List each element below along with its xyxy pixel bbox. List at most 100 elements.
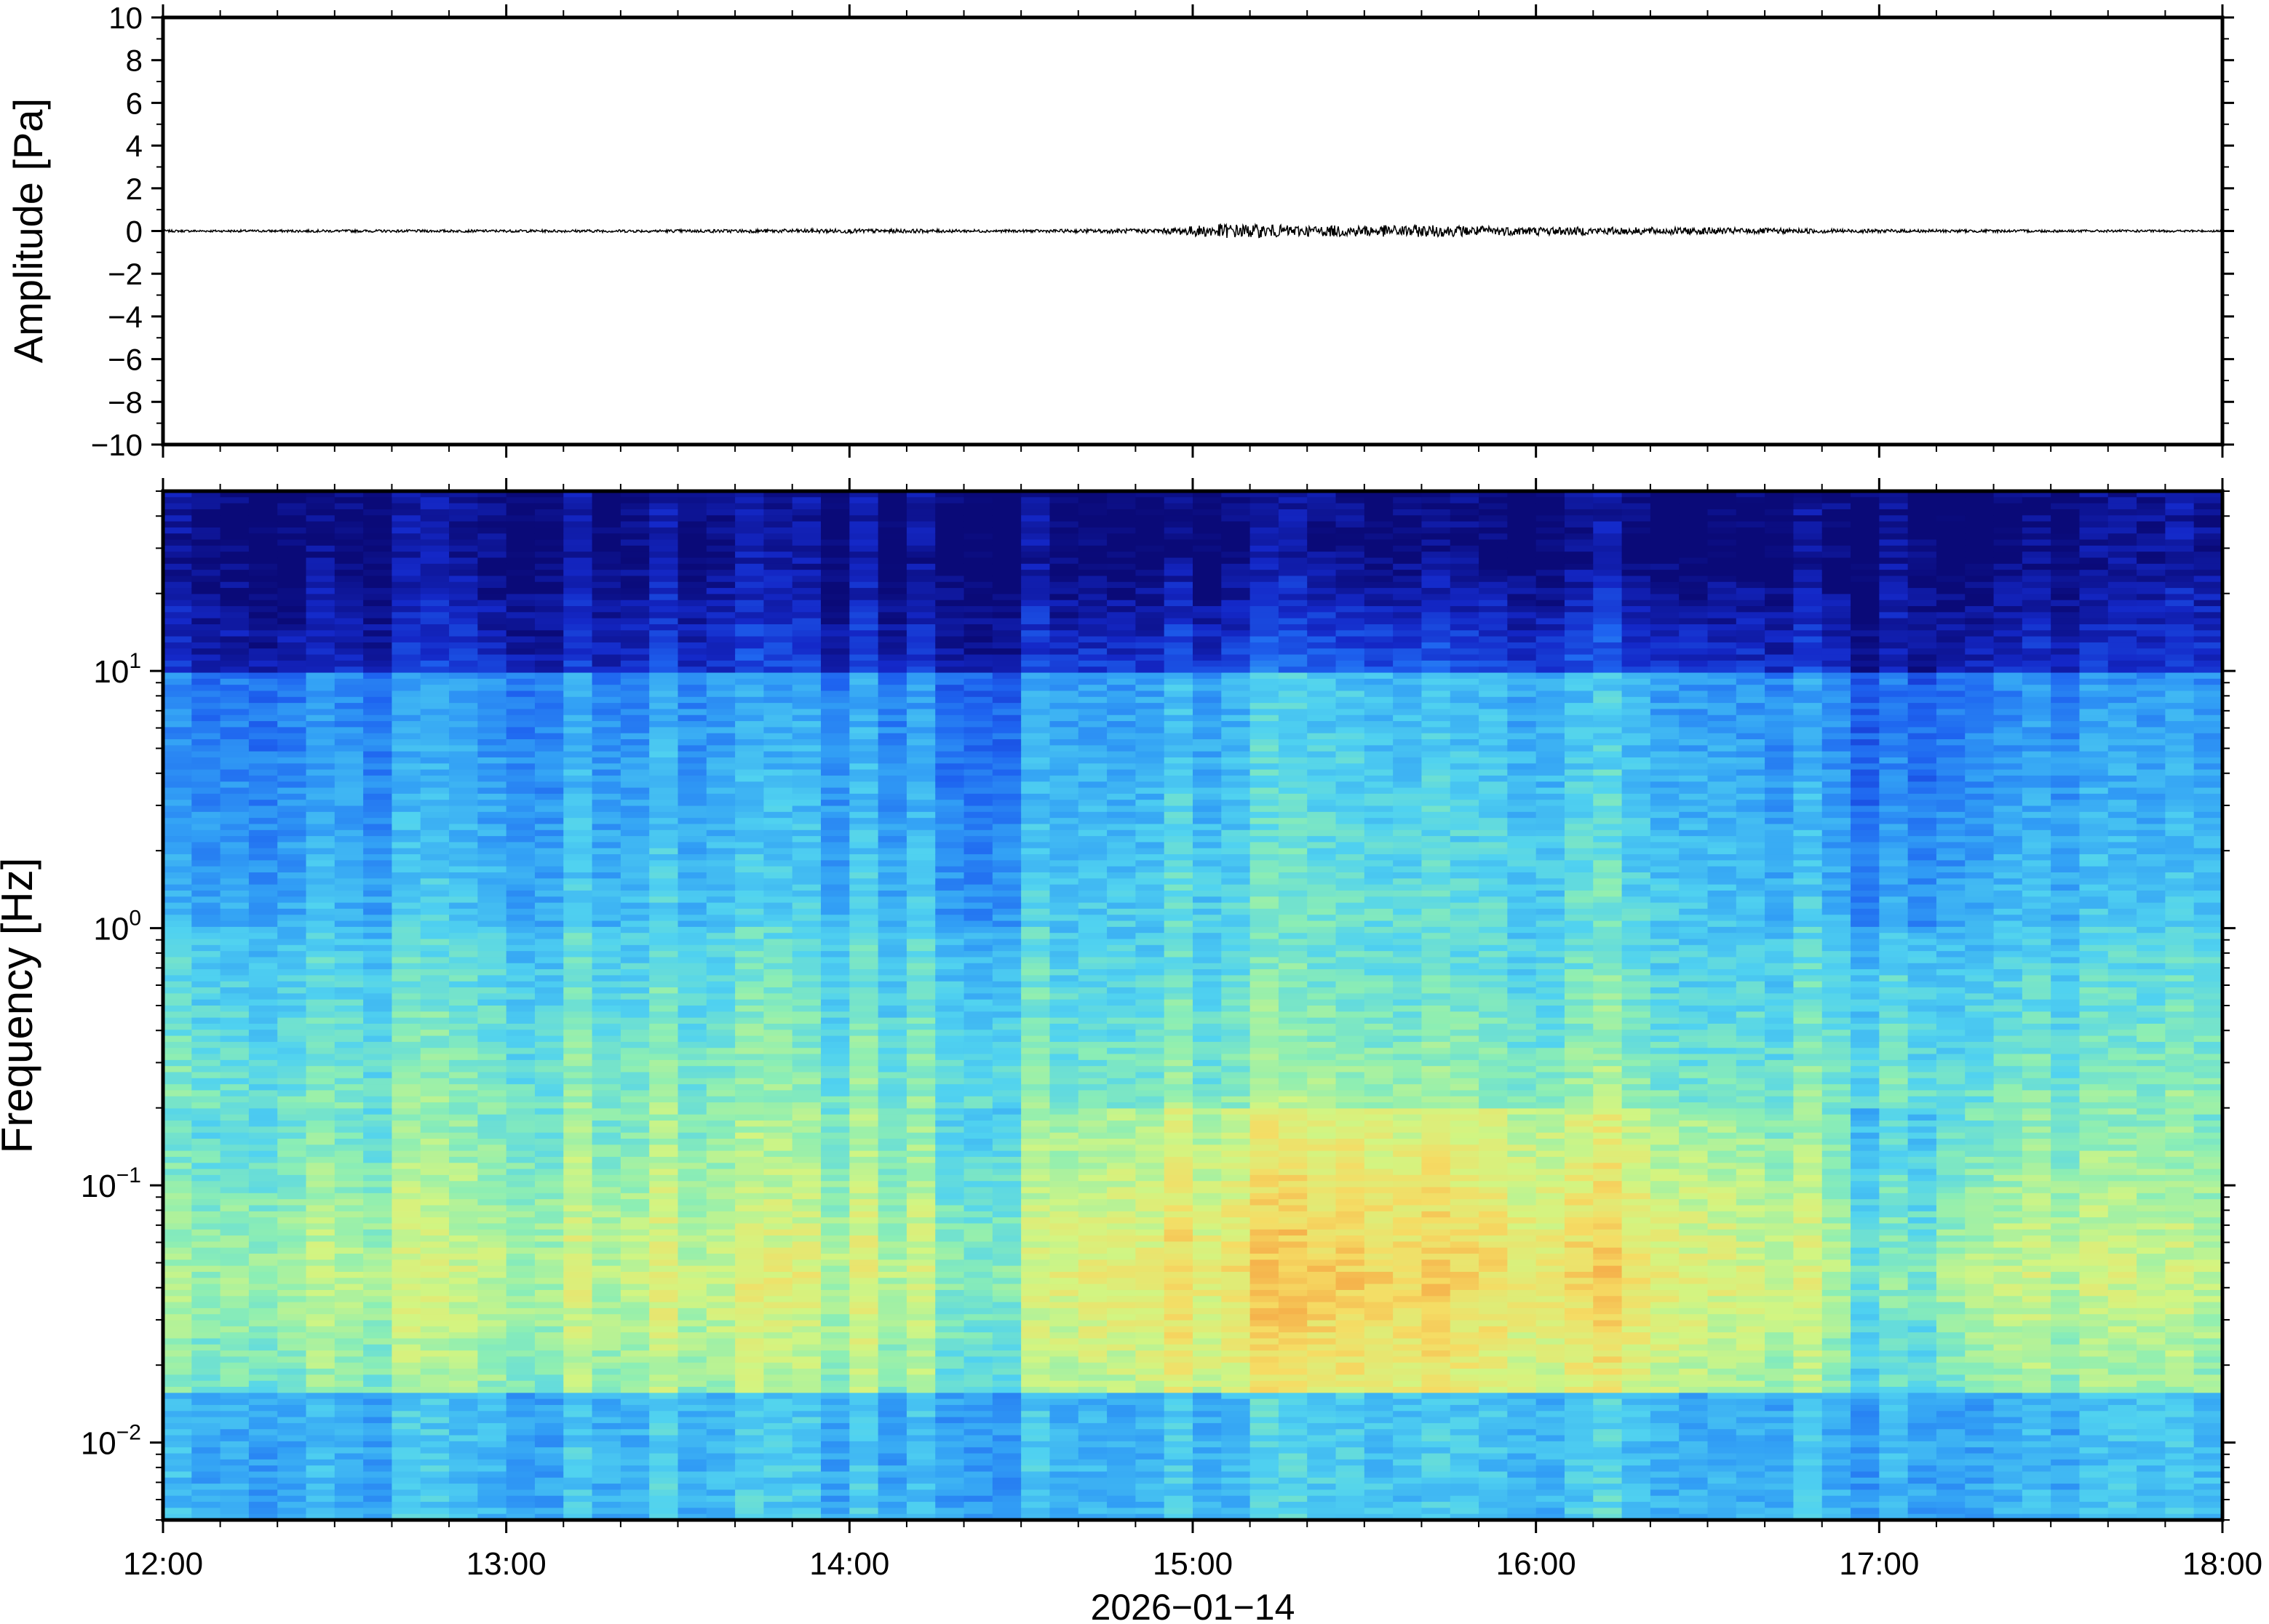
spectrogram-cell (792, 1205, 822, 1212)
spectrogram-cell (392, 600, 421, 607)
spectrogram-cell (620, 975, 650, 982)
spectrogram-cell (191, 902, 221, 909)
spectrogram-cell (706, 581, 736, 589)
spectrogram-cell (449, 944, 478, 952)
spectrogram-cell (191, 545, 221, 552)
spectrogram-cell (534, 521, 564, 528)
spectrogram-cell (334, 1102, 364, 1109)
spectrogram-cell (334, 1398, 364, 1406)
spectrogram-cell (906, 800, 936, 807)
spectrogram-cell (248, 739, 278, 746)
spectrogram-cell (677, 854, 707, 861)
spectrogram-cell (763, 1169, 793, 1176)
spectrogram-cell (849, 1193, 879, 1200)
spectrogram-cell (821, 1048, 850, 1055)
spectrogram-cell (277, 805, 307, 813)
spectrogram-cell (420, 1090, 450, 1097)
spectrogram-cell (477, 1235, 507, 1242)
spectrogram-cell (592, 1374, 621, 1382)
spectrogram-cell (363, 811, 393, 819)
spectrogram-cell (248, 987, 278, 994)
spectrogram-cell (277, 618, 307, 625)
spectrogram-cell (878, 1338, 907, 1345)
spectrogram-cell (792, 721, 822, 728)
spectrogram-cell (563, 642, 593, 649)
spectrogram-cell (849, 1138, 879, 1145)
spectrogram-cell (191, 890, 221, 897)
spectrogram-cell (449, 1126, 478, 1134)
spectrogram-cell (306, 1393, 335, 1400)
spectrogram-cell (420, 939, 450, 946)
spectrogram-cell (534, 624, 564, 631)
spectrogram-cell (735, 987, 765, 994)
spectrogram-cell (392, 969, 421, 976)
spectrogram-cell (334, 1187, 364, 1194)
spectrogram-cell (334, 696, 364, 704)
spectrogram-cell (849, 509, 879, 516)
spectrogram-cell (563, 836, 593, 843)
spectrogram-cell (706, 1422, 736, 1430)
spectrogram-cell (277, 781, 307, 789)
spectrogram-cell (534, 1362, 564, 1369)
spectrogram-cell (477, 1435, 507, 1442)
spectrogram-cell (248, 606, 278, 613)
spectrogram-cell (277, 1169, 307, 1176)
spectrogram-cell (649, 769, 679, 776)
spectrogram-cell (963, 854, 993, 861)
spectrogram-cell (420, 576, 450, 583)
spectrogram-cell (792, 1156, 822, 1163)
spectrogram-cell (935, 805, 965, 813)
spectrogram-cell (763, 1453, 793, 1460)
spectrogram-cell (592, 933, 621, 940)
spectrogram-cell (163, 805, 192, 813)
spectrogram-cell (592, 1114, 621, 1121)
spectrogram-cell (306, 727, 335, 734)
spectrogram-cell (649, 1054, 679, 1061)
spectrogram-cell (191, 1393, 221, 1400)
spectrogram-cell (506, 1035, 536, 1043)
spectrogram-cell (878, 854, 907, 861)
spectrogram-cell (277, 1199, 307, 1206)
spectrogram-cell (563, 963, 593, 970)
spectrogram-cell (792, 824, 822, 831)
spectrogram-cell (792, 1422, 822, 1430)
spectrogram-cell (935, 1302, 965, 1309)
spectrogram-cell (506, 521, 536, 528)
spectrogram-cell (506, 1411, 536, 1418)
spectrogram-cell (449, 842, 478, 849)
spectrogram-cell (420, 1259, 450, 1267)
spectrogram-cell (649, 1289, 679, 1297)
amplitude-y-tick-label: −6 (108, 343, 143, 377)
spectrogram-cell (392, 709, 421, 716)
spectrogram-cell (534, 678, 564, 685)
spectrogram-cell (763, 1181, 793, 1188)
spectrogram-cell (363, 1380, 393, 1388)
spectrogram-cell (935, 1102, 965, 1109)
spectrogram-cell (277, 1302, 307, 1309)
spectrogram-cell (277, 1289, 307, 1297)
spectrogram-cell (277, 1398, 307, 1406)
spectrogram-cell (191, 1307, 221, 1315)
spectrogram-cell (906, 951, 936, 958)
spectrogram-cell (449, 981, 478, 988)
spectrogram-cell (706, 696, 736, 704)
spectrogram-cell (392, 1241, 421, 1249)
spectrogram-cell (792, 908, 822, 915)
spectrogram-cell (935, 860, 965, 867)
spectrogram-cell (706, 1059, 736, 1067)
spectrogram-cell (620, 775, 650, 782)
spectrogram-cell (878, 721, 907, 728)
spectrogram-cell (534, 1320, 564, 1327)
spectrogram-cell (420, 1429, 450, 1436)
spectrogram-cell (306, 1217, 335, 1225)
spectrogram-cell (592, 739, 621, 746)
spectrogram-cell (649, 805, 679, 813)
spectrogram-cell (906, 1283, 936, 1291)
spectrogram-cell (163, 944, 192, 952)
spectrogram-cell (849, 1223, 879, 1230)
spectrogram-cell (649, 1181, 679, 1188)
spectrogram-cell (163, 848, 192, 855)
spectrogram-cell (906, 854, 936, 861)
spectrogram-cell (906, 969, 936, 976)
spectrogram-cell (792, 993, 822, 1000)
